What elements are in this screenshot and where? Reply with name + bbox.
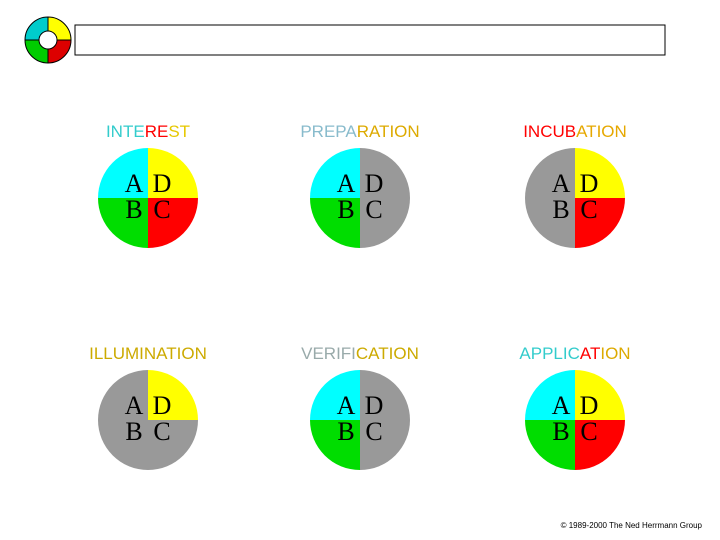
- title-segment: RATION: [357, 122, 420, 141]
- title-segment: APPLIC: [519, 344, 579, 363]
- title-segment: ST: [168, 122, 190, 141]
- quadrant: [310, 148, 360, 198]
- quadrant: [148, 420, 198, 470]
- panel-title: ILLUMINATION: [89, 344, 207, 363]
- quadrant: [575, 198, 625, 248]
- title-segment: ATION: [576, 122, 627, 141]
- quadrant-label: A: [552, 391, 571, 420]
- quadrant: [525, 148, 575, 198]
- quadrant-label: D: [365, 391, 384, 420]
- logo: [24, 16, 72, 64]
- quadrant: [575, 370, 625, 420]
- quadrant: [360, 370, 410, 420]
- quadrant-label: A: [125, 391, 144, 420]
- panel: APPLICATION A DB C: [519, 344, 631, 470]
- panel: INTEREST A DB C: [98, 122, 198, 248]
- quadrant-label: D: [153, 169, 172, 198]
- quadrant: [310, 198, 360, 248]
- quadrant-label: A: [125, 169, 144, 198]
- quadrant: [525, 370, 575, 420]
- title-segment: INTE: [106, 122, 145, 141]
- quadrant-label: B: [337, 417, 354, 446]
- quadrant: [575, 148, 625, 198]
- quadrant-label: D: [580, 391, 599, 420]
- quadrant-label: D: [365, 169, 384, 198]
- title-segment: ILLUMINATION: [89, 344, 207, 363]
- panel-title: INTEREST: [106, 122, 190, 141]
- quadrant-label: B: [125, 195, 142, 224]
- title-bar: [74, 24, 666, 56]
- quadrant: [98, 148, 148, 198]
- quadrant-label: B: [337, 195, 354, 224]
- quadrant-label: C: [153, 417, 170, 446]
- quadrant: [148, 370, 198, 420]
- panel-title: VERIFICATION: [301, 344, 419, 363]
- title-segment: RE: [145, 122, 169, 141]
- title-segment: CATION: [356, 344, 419, 363]
- quadrant: [360, 198, 410, 248]
- quadrant-label: B: [125, 417, 142, 446]
- quadrant-label: C: [365, 195, 382, 224]
- panel: ILLUMINATION A DB C: [89, 344, 207, 470]
- panel-title: INCUBATION: [523, 122, 627, 141]
- quadrant-label: C: [365, 417, 382, 446]
- quadrant-label: D: [580, 169, 599, 198]
- title-segment: INCUB: [523, 122, 576, 141]
- quadrant: [310, 370, 360, 420]
- quadrant: [575, 420, 625, 470]
- quadrant-label: C: [580, 417, 597, 446]
- quadrant: [310, 420, 360, 470]
- panel-title: APPLICATION: [519, 344, 630, 363]
- quadrant: [98, 420, 148, 470]
- quadrant-label: A: [337, 169, 356, 198]
- title-segment: ION: [600, 344, 630, 363]
- quadrant-label: D: [153, 391, 172, 420]
- quadrant: [98, 198, 148, 248]
- panel: VERIFICATION A DB C: [301, 344, 419, 470]
- quadrant-label: B: [552, 417, 569, 446]
- quadrant: [525, 420, 575, 470]
- quadrant-label: B: [552, 195, 569, 224]
- quadrant: [360, 420, 410, 470]
- title-segment: VERIFI: [301, 344, 356, 363]
- quadrant: [525, 198, 575, 248]
- quadrant: [148, 148, 198, 198]
- panel: INCUBATION A DB C: [523, 122, 627, 248]
- quadrant: [148, 198, 198, 248]
- panel: PREPARATION A DB C: [300, 122, 420, 248]
- quadrant-label: C: [580, 195, 597, 224]
- quadrant-label: C: [153, 195, 170, 224]
- quadrant: [98, 370, 148, 420]
- title-segment: AT: [580, 344, 600, 363]
- quadrant-label: A: [552, 169, 571, 198]
- copyright: © 1989-2000 The Ned Herrmann Group: [561, 521, 703, 530]
- quadrant-label: A: [337, 391, 356, 420]
- title-segment: PREPA: [300, 122, 357, 141]
- quadrant: [360, 148, 410, 198]
- panel-title: PREPARATION: [300, 122, 419, 141]
